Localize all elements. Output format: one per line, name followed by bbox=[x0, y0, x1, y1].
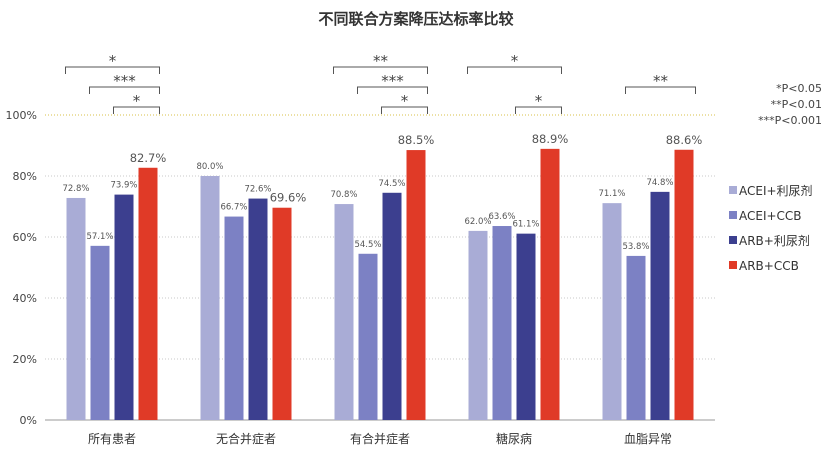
bar bbox=[138, 167, 158, 420]
significance-bracket bbox=[89, 86, 160, 94]
bar bbox=[382, 192, 402, 420]
data-label: 88.9% bbox=[532, 132, 569, 146]
data-label: 82.7% bbox=[130, 151, 167, 165]
data-label: 72.8% bbox=[62, 184, 89, 194]
x-tick-label: 无合并症者 bbox=[216, 431, 276, 446]
data-label: 88.5% bbox=[398, 133, 435, 147]
bar bbox=[358, 253, 378, 420]
legend-label: ARB+CCB bbox=[739, 259, 799, 273]
data-label: 62.0% bbox=[464, 217, 491, 227]
x-tick-label: 有合并症者 bbox=[350, 431, 410, 446]
data-label: 70.8% bbox=[330, 190, 357, 200]
significance-bracket bbox=[357, 86, 428, 94]
significance-bracket bbox=[113, 106, 160, 114]
data-label: 72.6% bbox=[244, 185, 271, 195]
data-label: 71.1% bbox=[598, 189, 625, 199]
data-label: 74.5% bbox=[378, 179, 405, 189]
significance-mark: * bbox=[535, 92, 543, 110]
significance-bracket bbox=[333, 66, 428, 74]
significance-mark: ** bbox=[373, 52, 389, 70]
bar bbox=[334, 204, 354, 420]
y-tick-label: 100% bbox=[6, 109, 37, 122]
y-tick-label: 0% bbox=[20, 414, 37, 427]
bar bbox=[66, 197, 86, 420]
bar bbox=[248, 198, 268, 420]
data-label: 69.6% bbox=[270, 191, 307, 205]
x-tick-label: 糖尿病 bbox=[496, 431, 532, 446]
chart-title: 不同联合方案降压达标率比较 bbox=[318, 10, 513, 28]
bar bbox=[650, 191, 670, 420]
significance-mark: * bbox=[511, 52, 519, 70]
significance-bracket bbox=[625, 86, 696, 94]
significance-mark: *** bbox=[113, 72, 136, 90]
y-tick-label: 40% bbox=[13, 292, 37, 305]
significance-mark: * bbox=[109, 52, 117, 70]
data-label: 66.7% bbox=[220, 203, 247, 213]
data-label: 88.6% bbox=[666, 133, 703, 147]
y-tick-label: 60% bbox=[13, 231, 37, 244]
bar bbox=[492, 226, 512, 420]
y-tick-label: 80% bbox=[13, 170, 37, 183]
significance-mark: * bbox=[133, 92, 141, 110]
legend-swatch bbox=[729, 236, 737, 244]
p-value-note: ***P<0.001 bbox=[758, 114, 822, 127]
y-tick-label: 20% bbox=[13, 353, 37, 366]
data-label: 54.5% bbox=[354, 240, 381, 250]
significance-bracket bbox=[467, 66, 562, 74]
bar bbox=[468, 230, 488, 420]
data-label: 53.8% bbox=[622, 242, 649, 252]
legend-label: ARB+利尿剂 bbox=[739, 233, 810, 248]
bar bbox=[90, 245, 110, 420]
bar bbox=[406, 150, 426, 420]
data-label: 63.6% bbox=[488, 212, 515, 222]
data-label: 61.1% bbox=[512, 220, 539, 230]
legend-swatch bbox=[729, 211, 737, 219]
x-tick-label: 所有患者 bbox=[88, 432, 136, 446]
legend-swatch bbox=[729, 261, 737, 269]
bar bbox=[674, 149, 694, 420]
x-tick-label: 血脂异常 bbox=[624, 431, 672, 446]
significance-bracket bbox=[381, 106, 428, 114]
legend-swatch bbox=[729, 186, 737, 194]
significance-bracket bbox=[515, 106, 562, 114]
p-value-note: *P<0.05 bbox=[776, 82, 822, 95]
data-label: 73.9% bbox=[110, 181, 137, 191]
bar bbox=[540, 148, 560, 421]
bar bbox=[114, 194, 134, 420]
significance-mark: ** bbox=[653, 72, 669, 90]
bar bbox=[272, 207, 292, 420]
p-value-note: **P<0.01 bbox=[771, 98, 822, 111]
bar bbox=[200, 176, 220, 420]
legend-label: ACEI+CCB bbox=[739, 209, 802, 223]
significance-bracket bbox=[65, 66, 160, 74]
legend-label: ACEI+利尿剂 bbox=[739, 183, 813, 198]
bar bbox=[602, 203, 622, 420]
data-label: 74.8% bbox=[646, 178, 673, 188]
data-label: 57.1% bbox=[86, 232, 113, 242]
bar bbox=[516, 233, 536, 420]
significance-mark: * bbox=[401, 92, 409, 110]
data-label: 80.0% bbox=[196, 162, 223, 172]
bar bbox=[224, 216, 244, 420]
significance-mark: *** bbox=[381, 72, 404, 90]
bar bbox=[626, 255, 646, 420]
